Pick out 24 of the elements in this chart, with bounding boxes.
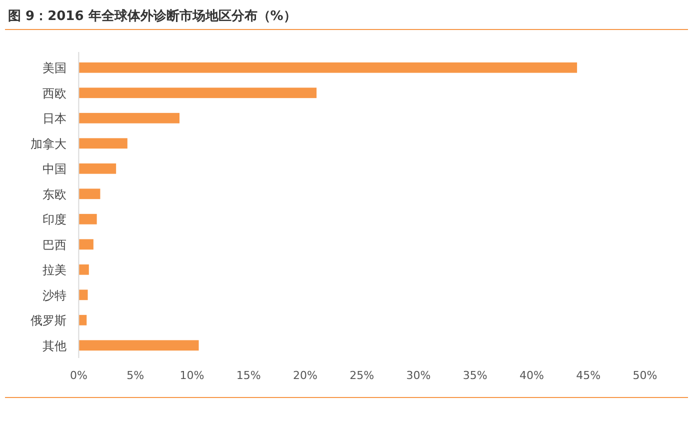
x-tick-label: 35% [462,369,488,382]
x-tick-label: 10% [180,369,204,382]
y-tick-label: 东欧 [42,187,67,202]
x-tick-label: 40% [520,369,544,382]
x-tick-label: 25% [350,369,374,382]
y-tick-label: 加拿大 [30,136,67,151]
y-tick-label: 日本 [42,112,67,126]
x-tick-label: 0% [70,369,88,382]
y-tick-label: 俄罗斯 [30,314,67,328]
y-tick-label: 沙特 [42,288,67,302]
x-tick-label: 20% [292,369,318,382]
y-tick-label: 美国 [42,61,67,76]
x-tick-label: 30% [406,369,431,382]
y-tick-label: 巴西 [42,238,67,252]
x-tick-label: 5% [126,369,144,382]
y-tick-label: 其他 [42,338,67,353]
y-tick-label: 印度 [42,212,67,227]
chart-title: 图 9：2016 年全球体外诊断市场地区分布（%） [8,8,296,24]
x-tick-label: 15% [236,369,261,382]
x-tick-label: 45% [576,369,601,382]
y-tick-label: 西欧 [42,86,67,100]
y-tick-label: 中国 [42,162,67,176]
y-tick-label: 拉美 [42,263,67,278]
x-tick-label: 50% [632,369,658,382]
